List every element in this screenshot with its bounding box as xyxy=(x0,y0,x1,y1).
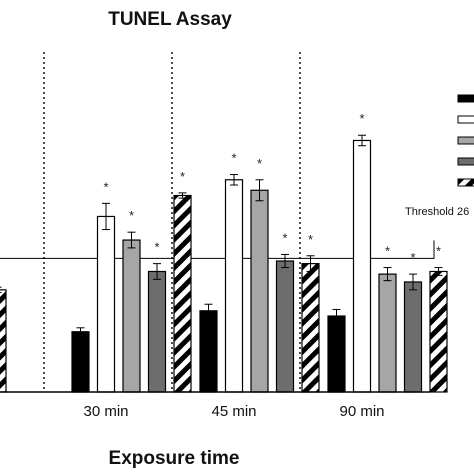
significance-star-s3-g3: * xyxy=(410,250,415,265)
x-tick-labels: 30 min 45 min 90 min xyxy=(83,403,384,420)
bar-s0-g1 xyxy=(71,331,90,393)
threshold-label: Threshold 26 xyxy=(405,206,469,218)
bar-s1-g1 xyxy=(96,215,116,393)
significance-star-s2-g1: * xyxy=(129,208,134,223)
significance-star-s3-g2: * xyxy=(282,230,287,245)
bar-s0-g3 xyxy=(327,315,346,393)
legend-swatch-2 xyxy=(457,136,474,145)
bar-s3-g3 xyxy=(403,281,423,393)
bar-s4-g3 xyxy=(429,270,448,393)
significance-star-s4-g3: * xyxy=(436,244,441,259)
bar-s1-g2 xyxy=(224,179,244,393)
significance-star-s2-g3: * xyxy=(385,244,390,259)
significance-star-s3-g1: * xyxy=(154,240,159,255)
x-tick-label-1: 30 min xyxy=(83,403,128,420)
bar-s4-g2 xyxy=(301,263,320,393)
bars-group: ************* xyxy=(0,111,448,393)
bar-s3-g2 xyxy=(275,260,295,393)
chart-title: TUNEL Assay xyxy=(108,9,232,30)
significance-star-s1-g2: * xyxy=(231,151,236,166)
group-separators xyxy=(43,52,301,392)
legend-swatch-3 xyxy=(457,157,474,166)
significance-star-s1-g3: * xyxy=(359,111,364,126)
x-tick-label-3: 90 min xyxy=(339,403,384,420)
legend xyxy=(457,94,474,187)
threshold-line xyxy=(0,240,435,259)
bar-s2-g1 xyxy=(122,239,141,393)
bar-s0-g2 xyxy=(199,310,218,393)
x-tick-label-2: 45 min xyxy=(211,403,256,420)
threshold-line-group: Threshold 26 xyxy=(0,206,469,259)
legend-swatch-1 xyxy=(457,115,474,124)
bar-s2-g2 xyxy=(250,189,269,393)
legend-swatch-0 xyxy=(457,94,474,103)
bar-s2-g3 xyxy=(378,273,397,393)
significance-star-s2-g2: * xyxy=(257,156,262,171)
significance-star-s4-g1: * xyxy=(180,169,185,184)
significance-star-s1-g1: * xyxy=(103,179,108,194)
bar-s3-g1 xyxy=(147,270,167,393)
x-axis-title: Exposure time xyxy=(109,448,240,469)
bar-s1-g3 xyxy=(352,139,372,393)
bar-s4-g1 xyxy=(173,194,192,393)
significance-star-s4-g2: * xyxy=(308,232,313,247)
bar-s4-g0 xyxy=(0,289,7,393)
legend-swatch-4 xyxy=(457,178,474,187)
